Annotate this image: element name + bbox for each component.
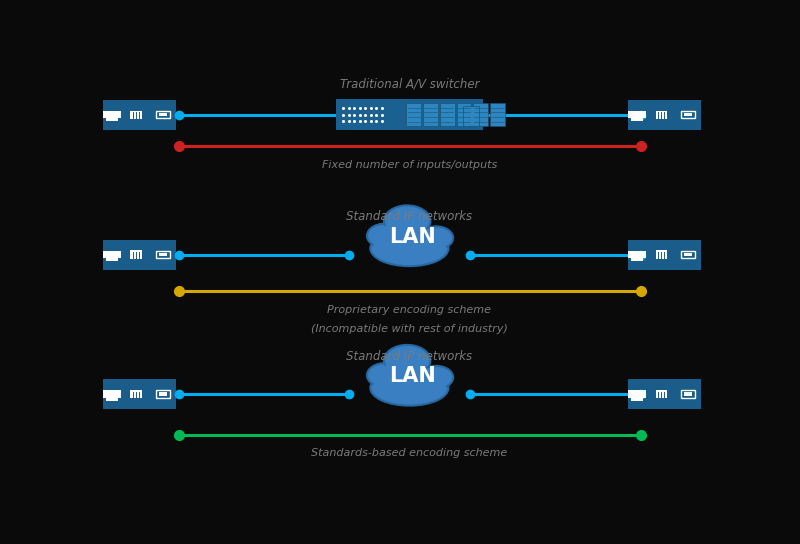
FancyBboxPatch shape <box>685 253 692 256</box>
FancyBboxPatch shape <box>628 391 646 398</box>
FancyBboxPatch shape <box>628 239 702 270</box>
FancyBboxPatch shape <box>130 390 142 398</box>
Text: Traditional A/V switcher: Traditional A/V switcher <box>340 78 479 91</box>
Ellipse shape <box>373 372 446 404</box>
FancyBboxPatch shape <box>474 103 488 127</box>
FancyBboxPatch shape <box>631 119 643 121</box>
Text: Standard IP networks: Standard IP networks <box>346 350 473 363</box>
FancyBboxPatch shape <box>106 119 118 121</box>
FancyBboxPatch shape <box>440 103 454 127</box>
FancyBboxPatch shape <box>628 379 702 409</box>
Circle shape <box>367 363 402 387</box>
FancyBboxPatch shape <box>423 103 438 127</box>
FancyBboxPatch shape <box>103 251 121 258</box>
Text: (Incompatible with rest of industry): (Incompatible with rest of industry) <box>311 324 508 333</box>
FancyBboxPatch shape <box>655 250 666 259</box>
FancyBboxPatch shape <box>685 392 692 396</box>
FancyBboxPatch shape <box>336 99 483 131</box>
FancyBboxPatch shape <box>106 258 118 261</box>
Text: Proprietary encoding scheme: Proprietary encoding scheme <box>327 305 491 315</box>
Text: LAN: LAN <box>389 366 436 386</box>
FancyBboxPatch shape <box>130 110 142 119</box>
FancyBboxPatch shape <box>103 111 121 119</box>
Text: LAN: LAN <box>389 227 436 246</box>
Circle shape <box>384 206 430 237</box>
FancyBboxPatch shape <box>103 100 176 130</box>
FancyBboxPatch shape <box>159 253 167 256</box>
FancyBboxPatch shape <box>631 398 643 401</box>
FancyBboxPatch shape <box>655 110 666 119</box>
FancyBboxPatch shape <box>631 258 643 261</box>
Ellipse shape <box>373 233 446 264</box>
FancyBboxPatch shape <box>457 103 471 127</box>
FancyBboxPatch shape <box>130 250 142 259</box>
FancyBboxPatch shape <box>463 106 479 126</box>
Circle shape <box>384 345 430 376</box>
Circle shape <box>387 347 426 374</box>
FancyBboxPatch shape <box>655 390 666 398</box>
FancyBboxPatch shape <box>103 391 121 398</box>
FancyBboxPatch shape <box>628 251 646 258</box>
FancyBboxPatch shape <box>628 100 702 130</box>
Circle shape <box>419 366 453 389</box>
FancyBboxPatch shape <box>106 398 118 401</box>
Circle shape <box>422 368 450 386</box>
FancyBboxPatch shape <box>685 113 692 116</box>
FancyBboxPatch shape <box>159 113 167 116</box>
FancyBboxPatch shape <box>490 103 505 127</box>
Ellipse shape <box>370 231 449 266</box>
Circle shape <box>387 208 426 234</box>
FancyBboxPatch shape <box>103 239 176 270</box>
Text: Fixed number of inputs/outputs: Fixed number of inputs/outputs <box>322 159 497 170</box>
Text: Standards-based encoding scheme: Standards-based encoding scheme <box>311 448 507 458</box>
FancyBboxPatch shape <box>406 103 421 127</box>
Circle shape <box>422 229 450 247</box>
FancyBboxPatch shape <box>159 392 167 396</box>
Circle shape <box>367 224 402 248</box>
Circle shape <box>370 366 399 385</box>
Text: Standard IP networks: Standard IP networks <box>346 211 473 224</box>
Circle shape <box>370 226 399 245</box>
Circle shape <box>419 226 453 249</box>
FancyBboxPatch shape <box>103 379 176 409</box>
Ellipse shape <box>370 370 449 406</box>
FancyBboxPatch shape <box>628 111 646 119</box>
